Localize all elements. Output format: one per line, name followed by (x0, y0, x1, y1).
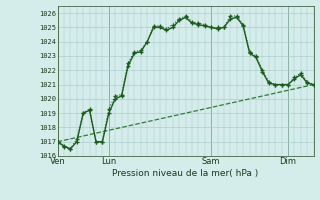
X-axis label: Pression niveau de la mer( hPa ): Pression niveau de la mer( hPa ) (112, 169, 259, 178)
